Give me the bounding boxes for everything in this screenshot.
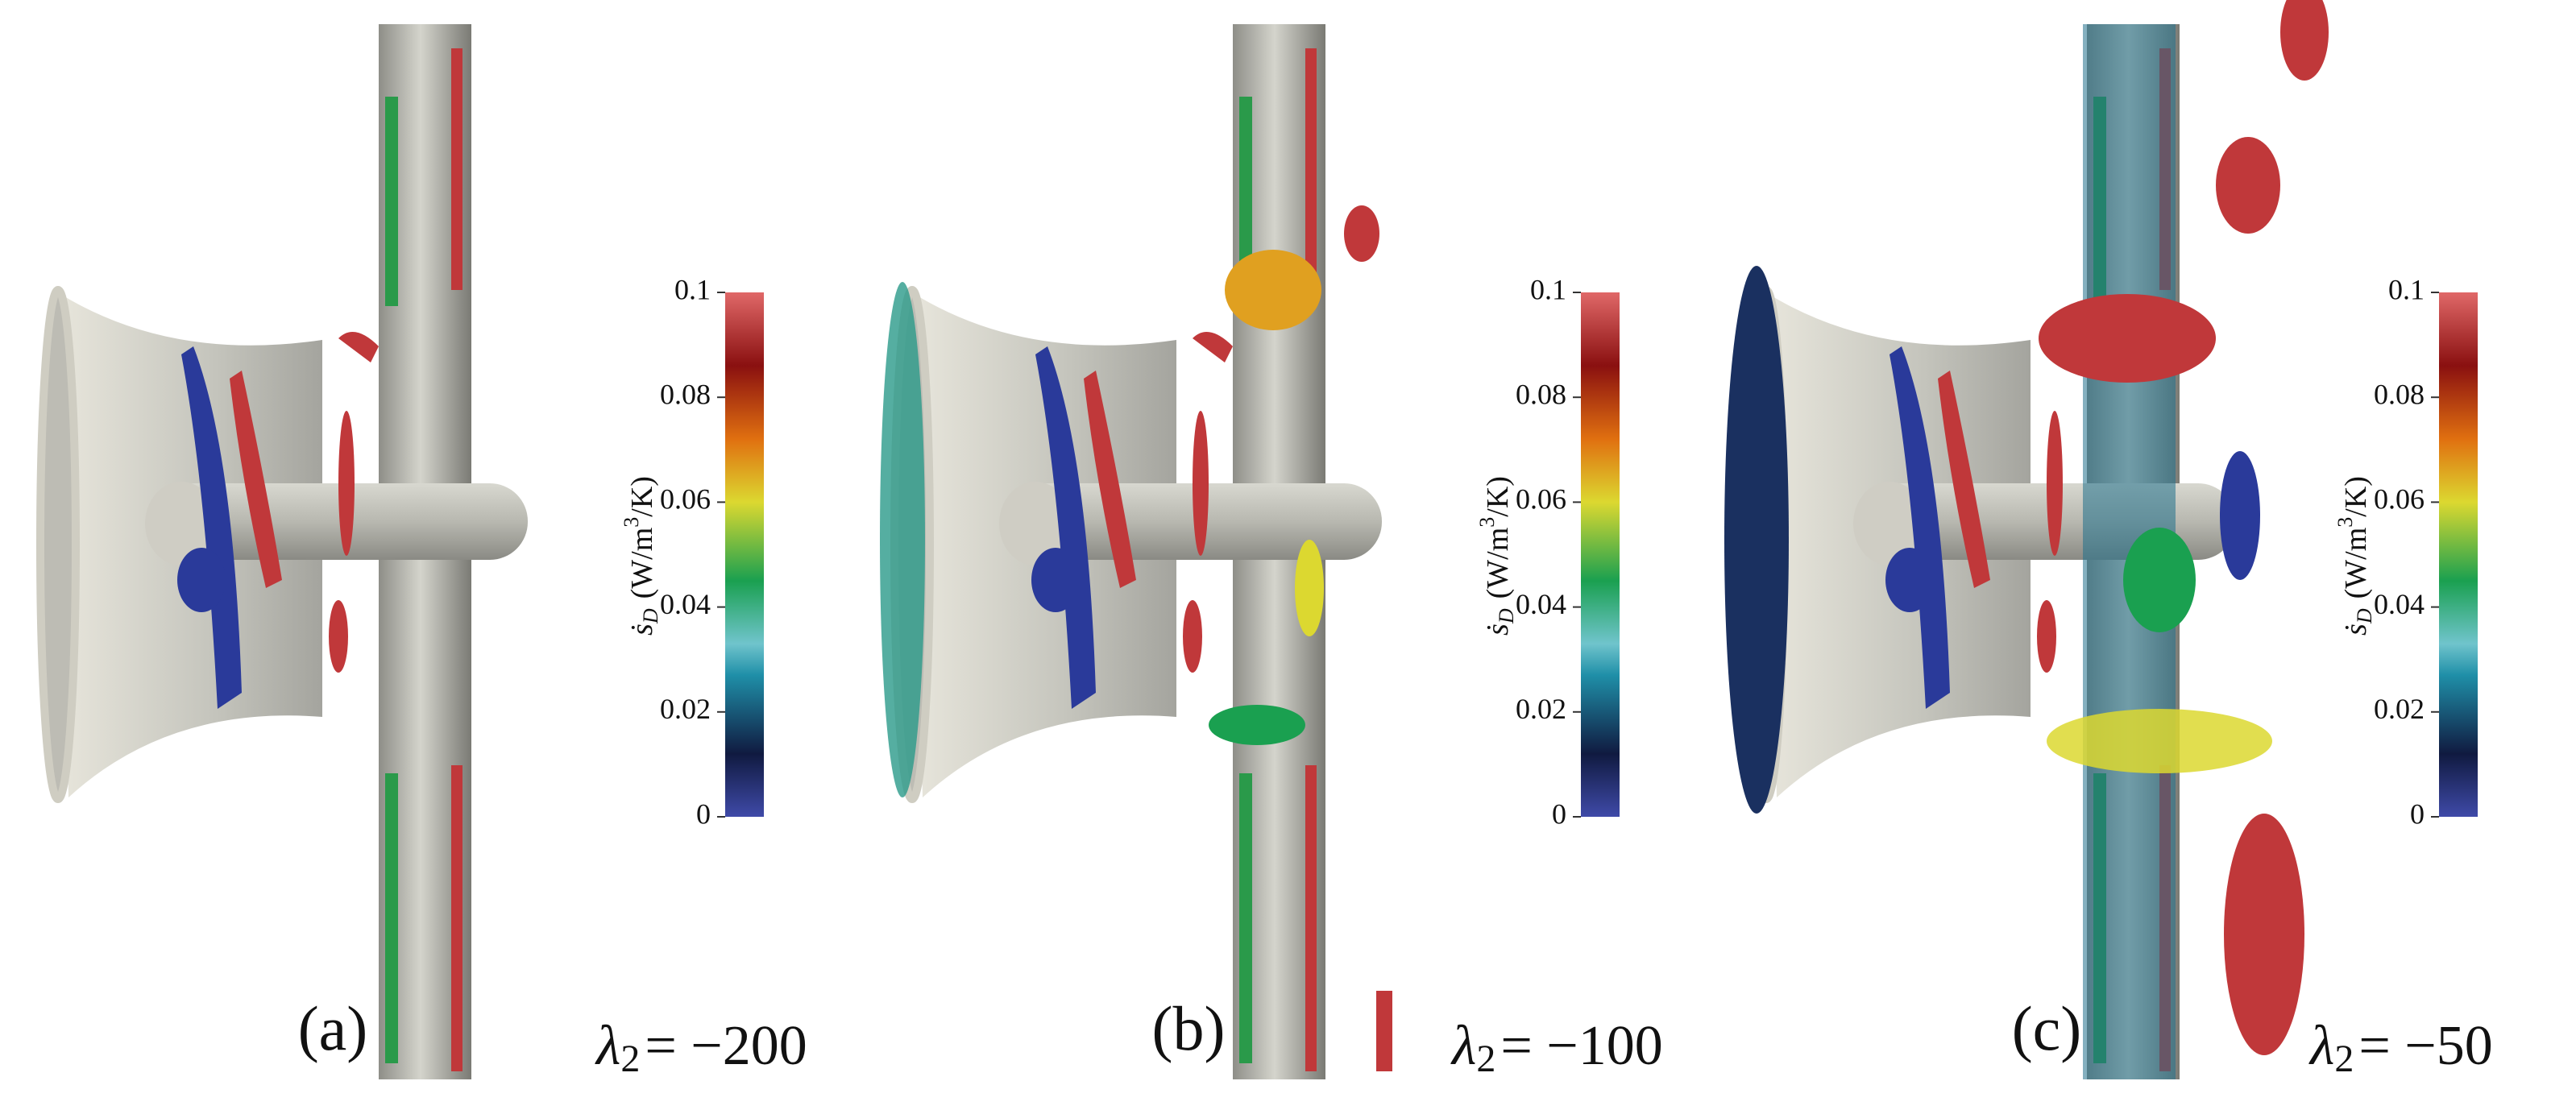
vortices-b (880, 205, 1392, 1071)
colorbar-label-part: ṡ (2339, 623, 2373, 636)
colorbar-label-part: 3 (2333, 517, 2357, 528)
colorbar-tick-label: 0.1 (674, 273, 711, 305)
panel: 0 0.02 0.04 0.06 0.08 0.1 ṡD (W/m3/K) (c) λ2= −50 (2012, 273, 2493, 1080)
colorbar-tick-label: 0.04 (2374, 588, 2425, 620)
colorbar-tick-label: 0.06 (660, 483, 711, 516)
lambda-label: λ2= −50 (2308, 1015, 2493, 1080)
colorbar-tick-label: 0.06 (2374, 483, 2425, 516)
colorbar-tick-label: 0 (2410, 797, 2425, 830)
colorbar-label-part: D (2353, 608, 2376, 624)
colorbar-label-part: /K) (2339, 476, 2373, 517)
colorbar-tick-label: 0.1 (2388, 273, 2425, 305)
colorbar-tick-label: 0.02 (660, 693, 711, 725)
lambda-value: = −100 (1500, 1015, 1662, 1077)
colorbar-tick-label: 0.08 (660, 378, 711, 410)
colorbar-label-part: D (1495, 608, 1518, 624)
vortices-c (1724, 0, 2329, 1079)
colorbar-tick-label: 0.06 (1516, 483, 1566, 516)
colorbar-tick-label: 0.1 (1530, 273, 1566, 305)
colorbar-tick-label: 0.04 (1516, 588, 1566, 620)
panel: 0 0.02 0.04 0.06 0.08 0.1 ṡD (W/m3/K) (a) λ2= −20… (298, 273, 807, 1080)
colorbar-tick-label: 0.02 (2374, 693, 2425, 725)
lambda-value: = −200 (645, 1015, 807, 1077)
colorbar-tick-label: 0.08 (1516, 378, 1566, 410)
colorbar-label-part: 3 (1475, 517, 1499, 528)
panel-label: (c) (2012, 993, 2082, 1063)
colorbar-tick-label: 0.02 (1516, 693, 1566, 725)
panel: 0 0.02 0.04 0.06 0.08 0.1 ṡD (W/m3/K) (b) λ2= −10… (1152, 273, 1663, 1080)
colorbar-label: ṡD (W/m3/K) (620, 476, 662, 636)
colorbar-label-part: 3 (620, 517, 643, 528)
colorbar-tick-label: 0.04 (660, 588, 711, 620)
colorbar (725, 292, 764, 817)
panel-label: (a) (298, 993, 368, 1063)
colorbar-label-part: ṡ (625, 623, 659, 636)
lambda-symbol: λ (595, 1015, 620, 1077)
lambda-subscript: 2 (2334, 1038, 2354, 1080)
lambda-symbol: λ (1450, 1015, 1476, 1077)
lambda-symbol: λ (2308, 1015, 2334, 1077)
colorbar-tick-label: 0.08 (2374, 378, 2425, 410)
colorbar-label: ṡD (W/m3/K) (1475, 476, 1518, 636)
colorbar-label-part: ṡ (1481, 623, 1515, 636)
colorbar-tick-label: 0 (696, 797, 711, 830)
colorbar (1581, 292, 1620, 817)
colorbar-label-part: D (639, 608, 662, 624)
lambda-label: λ2= −100 (1450, 1015, 1663, 1080)
lambda-subscript: 2 (620, 1038, 640, 1080)
lambda-label: λ2= −200 (595, 1015, 807, 1080)
render-a (40, 24, 528, 1079)
colorbar-label: ṡD (W/m3/K) (2333, 476, 2376, 636)
colorbar-label-part: (W/m (625, 528, 659, 599)
panel-label: (b) (1152, 993, 1226, 1063)
lambda-subscript: 2 (1476, 1038, 1495, 1080)
colorbar (2439, 292, 2478, 817)
colorbar-label-part: (W/m (1481, 528, 1515, 599)
colorbar-label-part: /K) (625, 476, 659, 517)
colorbar-label-part: (W/m (2339, 528, 2373, 599)
colorbar-tick-label: 0 (1552, 797, 1566, 830)
colorbar-label-part: /K) (1481, 476, 1515, 517)
lambda-value: = −50 (2358, 1015, 2492, 1077)
